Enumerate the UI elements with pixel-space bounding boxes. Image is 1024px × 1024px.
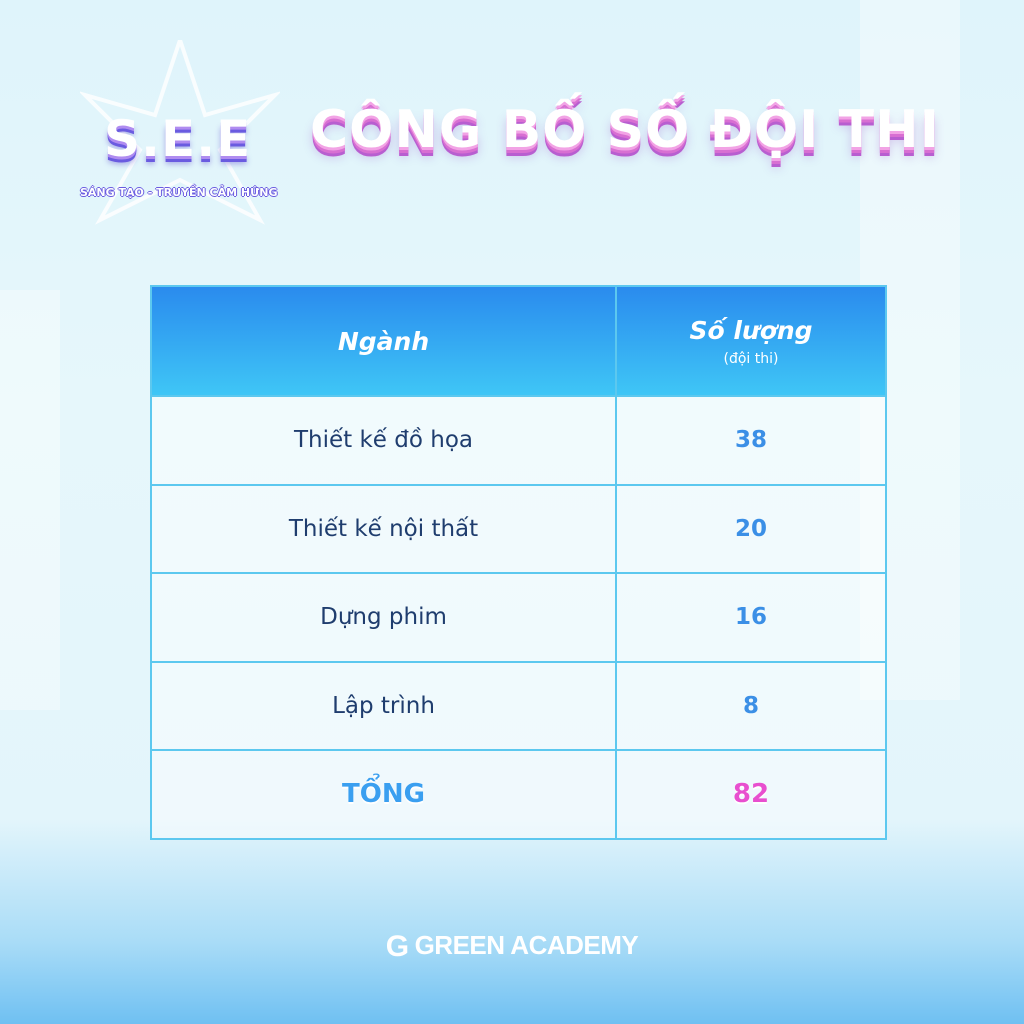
table-row: Thiết kế đồ họa 38 xyxy=(150,395,887,486)
header-sub: (đội thi) xyxy=(723,350,779,367)
page-title: CÔNG BỐ SỐ ĐỘI THI xyxy=(310,100,940,160)
field-name: Dựng phim xyxy=(150,572,617,663)
background-wall xyxy=(0,290,60,710)
header-count: Số lượng (đội thi) xyxy=(615,285,887,397)
header-field: Ngành xyxy=(150,285,617,397)
field-name: Lập trình xyxy=(150,660,617,751)
logo-text: S.E.E xyxy=(104,110,252,168)
g-logo-icon: G xyxy=(385,930,409,963)
team-count: 38 xyxy=(615,395,887,486)
table-row: Dựng phim 16 xyxy=(150,572,887,663)
table-row: Thiết kế nội thất 20 xyxy=(150,483,887,574)
team-count: 16 xyxy=(615,572,887,663)
see-logo: S.E.E SÁNG TẠO - TRUYỀN CẢM HỨNG xyxy=(80,40,300,260)
team-count: 8 xyxy=(615,660,887,751)
header-label: Ngành xyxy=(337,326,430,356)
brand-name: GREEN ACADEMY xyxy=(414,930,639,960)
total-count: 82 xyxy=(615,749,887,840)
teams-table: Ngành Số lượng (đội thi) Thiết kế đồ họa 3… xyxy=(150,285,887,840)
logo-tagline: SÁNG TẠO - TRUYỀN CẢM HỨNG xyxy=(80,186,278,199)
field-name: Thiết kế nội thất xyxy=(150,483,617,574)
field-name: Thiết kế đồ họa xyxy=(150,395,617,486)
team-count: 20 xyxy=(615,483,887,574)
footer-brand: G GREEN ACADEMY xyxy=(0,930,1024,964)
table-row: Lập trình 8 xyxy=(150,660,887,751)
total-row: TỔNG 82 xyxy=(150,749,887,840)
total-label: TỔNG xyxy=(150,749,617,840)
header-label: Số lượng xyxy=(689,315,813,345)
star-icon xyxy=(80,40,280,225)
table-header: Ngành Số lượng (đội thi) xyxy=(150,285,887,397)
